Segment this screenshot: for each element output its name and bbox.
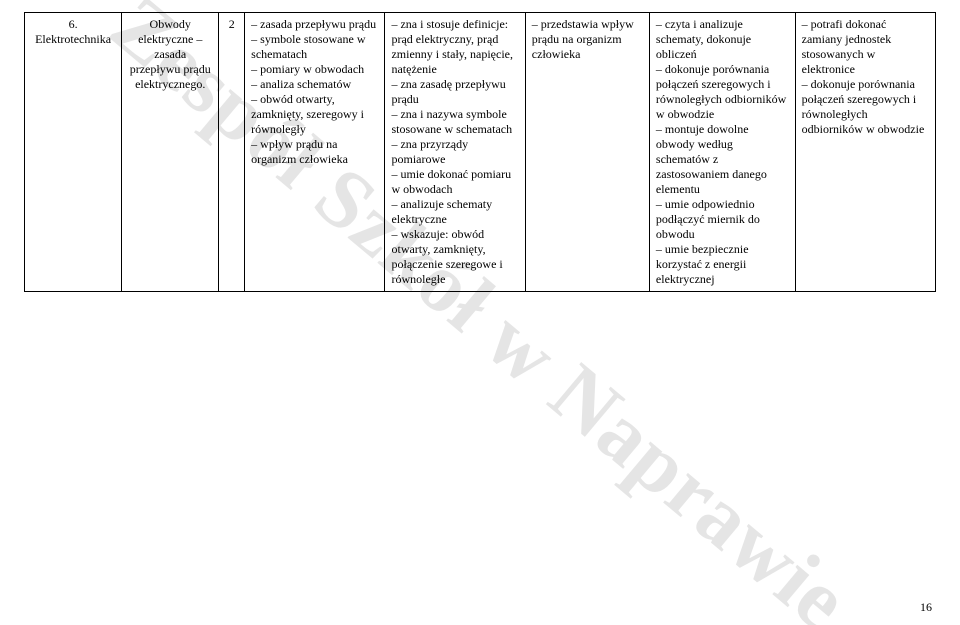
curriculum-table: 6.Elektrotechnika Obwody elektryczne – z… [24, 12, 936, 292]
page: 6.Elektrotechnika Obwody elektryczne – z… [0, 0, 960, 625]
table-row: 6.Elektrotechnika Obwody elektryczne – z… [25, 13, 936, 292]
cell-content-2: – zna i stosuje definicje: prąd elektryc… [385, 13, 525, 292]
cell-content-5: – potrafi dokonać zamiany jednostek stos… [795, 13, 935, 292]
cell-content-3: – przedstawia wpływ prądu na organizm cz… [525, 13, 649, 292]
cell-content-4: – czyta i analizuje schematy, dokonuje o… [649, 13, 795, 292]
cell-number: 6.Elektrotechnika [25, 13, 122, 292]
page-number: 16 [920, 600, 932, 615]
cell-hours: 2 [219, 13, 245, 292]
cell-content-1: – zasada przepływu prądu– symbole stosow… [245, 13, 385, 292]
cell-topic: Obwody elektryczne – zasada przepływu pr… [122, 13, 219, 292]
